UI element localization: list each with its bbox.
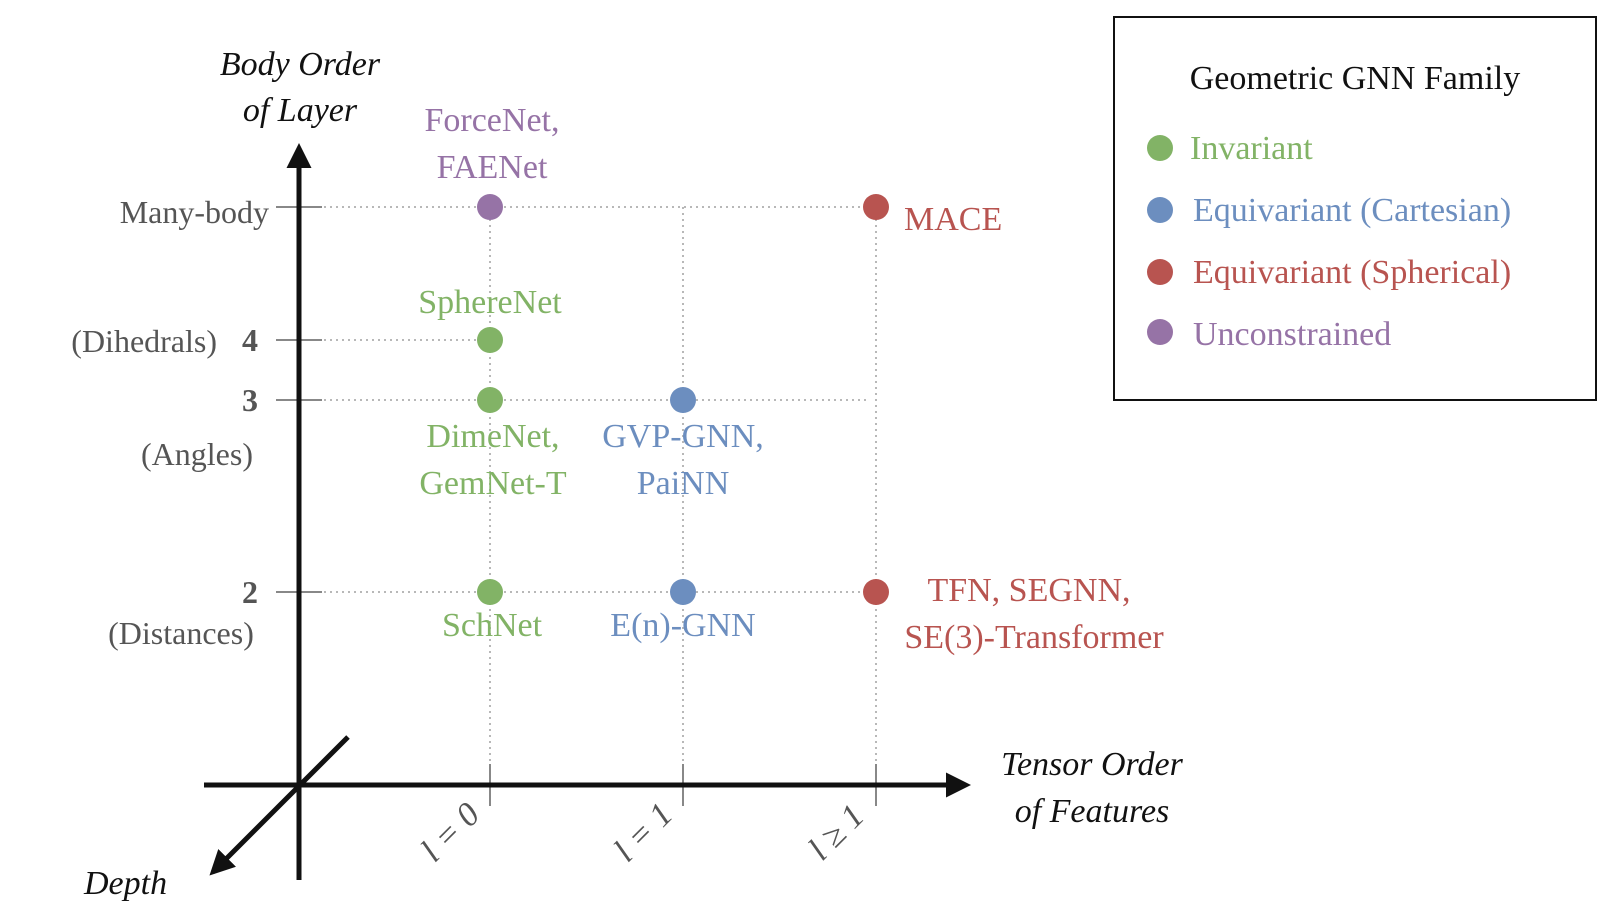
label-mace: MACE	[904, 201, 1002, 238]
label-forcenet-line1: ForceNet,	[424, 102, 559, 139]
y-axis-title-line2: of Layer	[243, 92, 358, 129]
legend: Geometric GNN Family Invariant Equivaria…	[1113, 16, 1597, 401]
label-dimenet-line2: GemNet-T	[419, 465, 567, 502]
xtick-label-lge1: l ≥ 1	[802, 798, 872, 868]
axes	[204, 143, 971, 880]
label-egnn: E(n)-GNN	[610, 607, 755, 644]
label-tfn-line2: SE(3)-Transformer	[904, 619, 1164, 656]
ytick-label-two-desc: (Distances)	[108, 615, 254, 651]
label-dimenet-line1: DimeNet,	[426, 418, 559, 455]
label-forcenet-line2: FAENet	[437, 149, 548, 186]
depth-axis	[209, 735, 350, 876]
label-gvp-line1: GVP-GNN,	[602, 418, 764, 455]
legend-box	[1113, 16, 1597, 401]
ytick-label-many-body: Many-body	[120, 194, 269, 230]
legend-swatch-invariant	[1147, 135, 1173, 161]
legend-label-cartesian: Equivariant (Cartesian)	[1193, 192, 1511, 229]
point-tfn	[863, 579, 889, 605]
legend-label-unconstrained: Unconstrained	[1193, 316, 1391, 353]
grid-lines	[300, 206, 877, 788]
x-axis-title-line2: of Features	[1015, 793, 1170, 830]
point-schnet	[477, 579, 503, 605]
depth-axis-label: Depth	[83, 865, 167, 902]
point-mace	[863, 194, 889, 220]
legend-swatch-unconstrained	[1147, 319, 1173, 345]
model-points	[477, 194, 889, 605]
xtick-label-l0: l = 0	[414, 796, 487, 869]
xtick-label-l1: l = 1	[607, 796, 680, 869]
y-axis-title-line1: Body Order	[220, 46, 381, 83]
point-gvp-gnn	[670, 387, 696, 413]
label-gvp-line2: PaiNN	[637, 465, 730, 502]
label-schnet: SchNet	[442, 607, 543, 644]
ytick-label-two-num: 2	[242, 574, 258, 610]
axis-ticks	[276, 206, 877, 806]
point-dimenet	[477, 387, 503, 413]
ytick-label-three-num: 3	[242, 382, 258, 418]
label-tfn-line1: TFN, SEGNN,	[927, 572, 1130, 609]
legend-swatch-spherical	[1147, 259, 1173, 285]
label-spherenet: SphereNet	[418, 284, 562, 321]
ytick-label-three-desc: (Angles)	[141, 436, 253, 472]
point-spherenet	[477, 327, 503, 353]
legend-label-invariant: Invariant	[1190, 130, 1313, 167]
legend-swatch-cartesian	[1147, 197, 1173, 223]
legend-title: Geometric GNN Family	[1190, 60, 1521, 97]
ytick-label-four-desc: (Dihedrals)	[71, 323, 217, 359]
x-axis-title-line1: Tensor Order	[1001, 746, 1183, 783]
ytick-label-four-num: 4	[242, 322, 258, 358]
point-forcenet	[477, 194, 503, 220]
point-egnn	[670, 579, 696, 605]
legend-label-spherical: Equivariant (Spherical)	[1193, 254, 1511, 291]
